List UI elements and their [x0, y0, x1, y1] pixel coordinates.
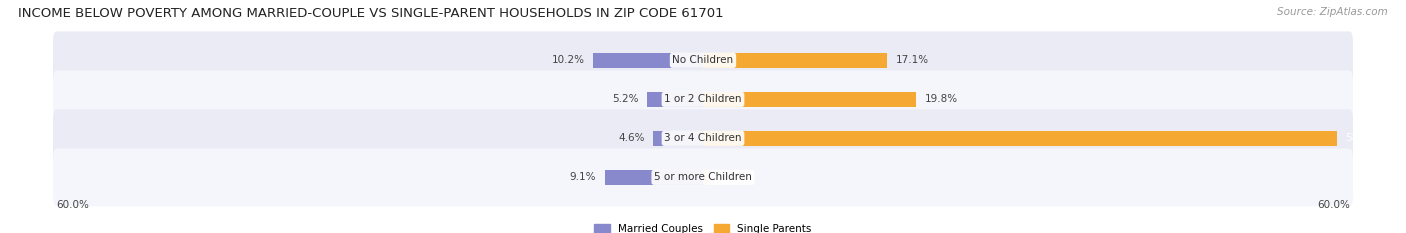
Text: 4.6%: 4.6% [619, 133, 645, 143]
Text: 17.1%: 17.1% [896, 55, 929, 65]
FancyBboxPatch shape [53, 148, 1353, 206]
Text: No Children: No Children [672, 55, 734, 65]
Bar [703, 131, 1337, 146]
Text: 60.0%: 60.0% [1317, 200, 1350, 210]
FancyBboxPatch shape [53, 31, 1353, 89]
Bar [605, 170, 703, 185]
Text: Source: ZipAtlas.com: Source: ZipAtlas.com [1277, 7, 1388, 17]
Text: 5 or more Children: 5 or more Children [654, 172, 752, 182]
Text: 0.0%: 0.0% [720, 172, 747, 182]
Text: 5.2%: 5.2% [612, 94, 638, 104]
Text: 60.0%: 60.0% [56, 200, 89, 210]
Legend: Married Couples, Single Parents: Married Couples, Single Parents [595, 224, 811, 233]
Bar [703, 92, 917, 107]
Text: 58.8%: 58.8% [1346, 133, 1378, 143]
Bar [647, 92, 703, 107]
Text: 3 or 4 Children: 3 or 4 Children [664, 133, 742, 143]
FancyBboxPatch shape [53, 110, 1353, 167]
Bar [703, 53, 887, 68]
Bar [593, 53, 703, 68]
Text: 9.1%: 9.1% [569, 172, 596, 182]
Text: INCOME BELOW POVERTY AMONG MARRIED-COUPLE VS SINGLE-PARENT HOUSEHOLDS IN ZIP COD: INCOME BELOW POVERTY AMONG MARRIED-COUPL… [18, 7, 724, 20]
Text: 10.2%: 10.2% [551, 55, 585, 65]
Bar [703, 170, 709, 185]
Text: 1 or 2 Children: 1 or 2 Children [664, 94, 742, 104]
FancyBboxPatch shape [53, 70, 1353, 128]
Bar [654, 131, 703, 146]
Text: 19.8%: 19.8% [925, 94, 957, 104]
